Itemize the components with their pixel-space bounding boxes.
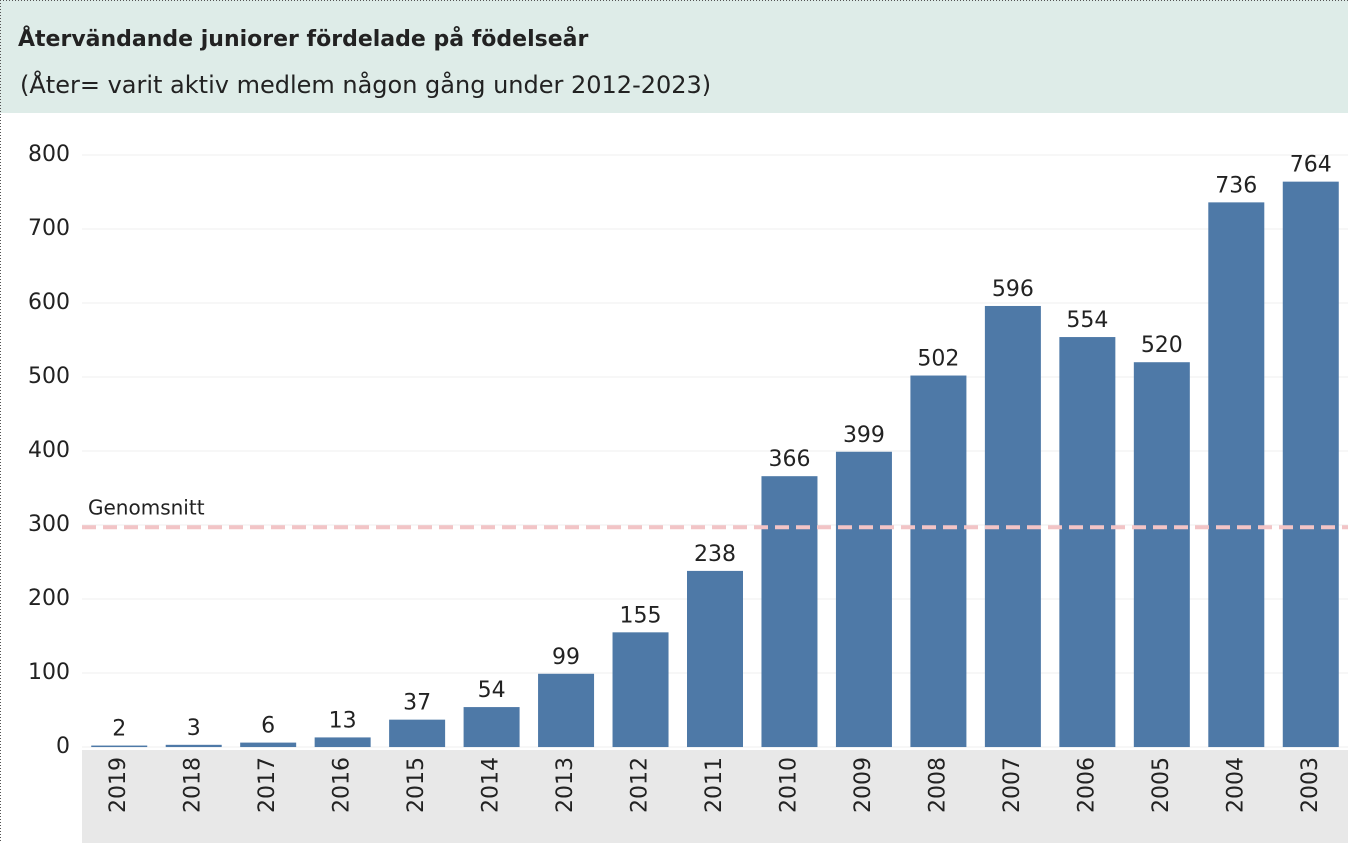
x-tick-label: 2003 [1298,757,1323,813]
y-tick-label: 600 [28,290,70,315]
x-tick-label: 2019 [106,757,131,813]
value-label: 554 [1066,308,1108,333]
chart-subtitle: (Åter= varit aktiv medlem någon gång und… [20,70,711,99]
chart-title: Återvändande juniorer fördelade på födel… [18,26,588,52]
x-tick-label: 2013 [553,757,578,813]
bar [1133,362,1190,748]
x-tick-label: 2016 [330,757,355,813]
x-tick-label: 2010 [776,757,801,813]
value-label: 238 [694,542,736,567]
bar [1059,337,1116,748]
bar [389,719,446,748]
bar [1282,181,1339,748]
bar [1208,202,1265,748]
x-tick-label: 2006 [1074,757,1099,813]
x-tick-label: 2005 [1149,757,1174,813]
reference-label: Genomsnitt [88,496,205,520]
x-tick-label: 2018 [181,757,206,813]
value-label: 3 [187,716,201,741]
bar [835,451,892,748]
y-tick-label: 300 [28,512,70,537]
value-label: 54 [478,678,506,703]
value-label: 2 [112,717,126,742]
x-tick-label: 2017 [255,757,280,813]
value-label: 399 [843,423,885,448]
value-label: 736 [1215,173,1257,198]
x-axis-band [82,750,1348,843]
y-tick-label: 0 [56,734,70,759]
value-label: 520 [1141,333,1183,358]
y-tick-label: 700 [28,216,70,241]
value-label: 6 [261,714,275,739]
x-tick-label: 2014 [479,757,504,813]
y-tick-label: 500 [28,364,70,389]
value-label: 13 [329,708,357,733]
bar [687,570,743,748]
value-label: 764 [1290,153,1332,178]
y-tick-label: 200 [28,586,70,611]
x-tick-label: 2008 [925,757,950,813]
value-label: 596 [992,277,1034,302]
y-tick-label: 800 [28,142,70,167]
bar [314,737,371,748]
y-tick-label: 100 [28,660,70,685]
x-tick-label: 2015 [404,757,429,813]
bar [910,375,967,748]
x-tick-label: 2011 [702,757,727,813]
x-tick-label: 2004 [1223,757,1248,813]
value-label: 99 [552,645,580,670]
x-tick-label: 2012 [628,757,653,813]
x-tick-label: 2007 [1000,757,1025,813]
y-tick-label: 400 [28,438,70,463]
value-label: 502 [917,347,959,372]
bar [538,673,595,748]
bar [91,745,148,748]
bar [165,744,222,748]
header-band [0,0,1348,113]
bar [612,632,669,748]
bar [761,476,818,748]
value-label: 366 [768,447,810,472]
value-label: 37 [403,691,431,716]
bar [240,742,297,748]
bar [463,707,520,748]
x-tick-label: 2009 [851,757,876,813]
value-label: 155 [620,603,662,628]
